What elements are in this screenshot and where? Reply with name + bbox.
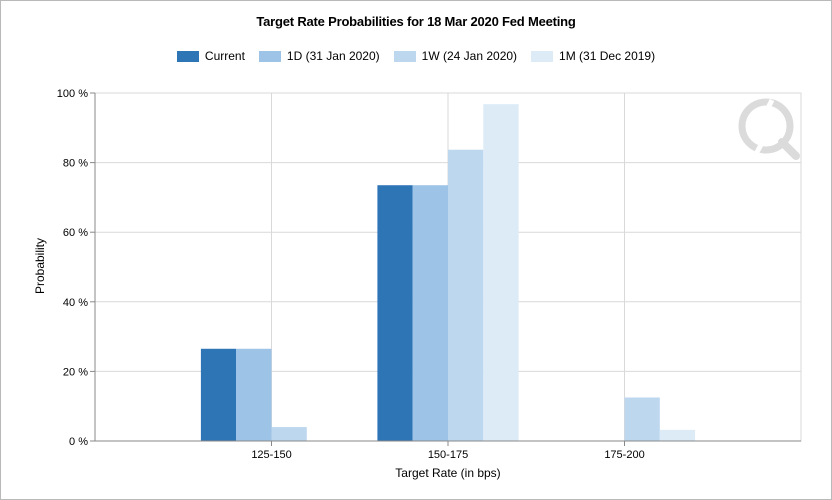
bar[interactable]	[271, 427, 307, 441]
legend-label: 1D (31 Jan 2020)	[286, 49, 380, 63]
legend: Current 1D (31 Jan 2020) 1W (24 Jan 2020…	[0, 48, 832, 64]
legend-swatch	[393, 50, 416, 62]
y-tick-label: 40 %	[63, 297, 88, 309]
y-tick-label: 20 %	[63, 366, 88, 378]
logo-watermark-icon	[738, 98, 800, 160]
legend-item-current[interactable]: Current	[176, 48, 245, 64]
legend-swatch	[531, 50, 554, 62]
legend-swatch	[258, 50, 281, 62]
legend-label: Current	[204, 49, 245, 63]
legend-item-1m[interactable]: 1M (31 Dec 2019)	[531, 48, 655, 64]
x-tick-label: 125-150	[251, 449, 291, 461]
bar[interactable]	[624, 397, 660, 442]
chart-title: Target Rate Probabilities for 18 Mar 202…	[256, 14, 576, 29]
y-tick-label: 0 %	[69, 436, 88, 448]
legend-label: 1M (31 Dec 2019)	[559, 49, 656, 63]
y-tick-label: 80 %	[63, 158, 88, 170]
bar[interactable]	[412, 185, 448, 441]
y-tick-label: 60 %	[63, 227, 88, 239]
bar[interactable]	[200, 348, 237, 441]
x-tick-label: 175-200	[604, 449, 644, 461]
y-tick-label: 100 %	[57, 88, 88, 100]
legend-item-1w[interactable]: 1W (24 Jan 2020)	[393, 48, 518, 64]
x-tick-label: 150-175	[428, 449, 468, 461]
legend-swatch	[176, 50, 199, 62]
y-axis-label: Probability	[33, 238, 47, 294]
bars	[200, 104, 696, 442]
bar[interactable]	[483, 104, 519, 442]
legend-label: 1W (24 Jan 2020)	[421, 49, 518, 63]
bar[interactable]	[236, 348, 272, 441]
x-axis-label: Target Rate (in bps)	[395, 466, 500, 480]
bar[interactable]	[659, 429, 696, 441]
axes: 0 % 20 % 40 % 60 % 80 % 100 % 125-150 150-175 17…	[57, 88, 801, 461]
bar[interactable]	[377, 185, 413, 441]
bar[interactable]	[448, 149, 484, 441]
legend-item-1d[interactable]: 1D (31 Jan 2020)	[258, 48, 380, 64]
